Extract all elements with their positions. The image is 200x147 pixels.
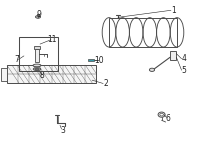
Ellipse shape (35, 68, 39, 70)
Bar (34, 46, 40, 49)
Text: 11: 11 (47, 35, 57, 44)
Ellipse shape (36, 16, 40, 18)
Bar (7, 65, 96, 83)
Bar (109, 18, 177, 47)
Text: 1: 1 (172, 6, 176, 15)
Ellipse shape (149, 68, 155, 71)
Text: 3: 3 (61, 126, 65, 135)
Text: 2: 2 (104, 79, 108, 88)
Bar (35, 49, 39, 62)
Bar (170, 51, 176, 60)
Text: 7: 7 (15, 55, 19, 64)
Text: 5: 5 (182, 66, 186, 75)
Ellipse shape (33, 68, 41, 71)
Text: 6: 6 (166, 114, 170, 123)
Text: 4: 4 (182, 54, 186, 63)
Bar (19, 37, 58, 71)
Text: 9: 9 (37, 10, 41, 19)
Bar (88, 59, 94, 61)
Bar (109, 18, 177, 47)
Ellipse shape (33, 64, 41, 67)
Text: 8: 8 (40, 71, 44, 80)
Text: 10: 10 (94, 56, 104, 65)
Bar (1, 68, 7, 81)
